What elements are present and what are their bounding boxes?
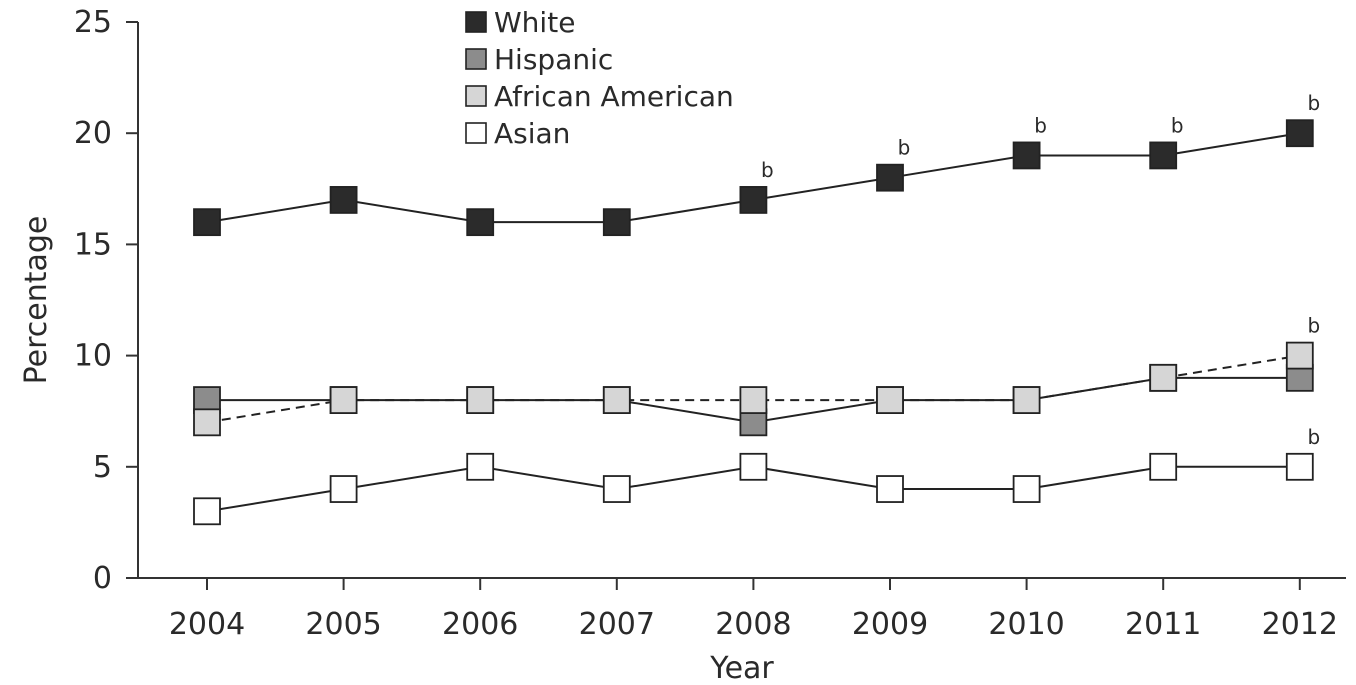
- y-tick-label: 5: [93, 450, 112, 485]
- white-point: [876, 163, 904, 192]
- x-tick-label: 2010: [988, 607, 1064, 642]
- x-tick-label: 2006: [442, 607, 518, 642]
- african-american-point: [193, 408, 221, 437]
- asian-point: [329, 475, 358, 503]
- white-point: [1149, 141, 1178, 170]
- asian-point: [1149, 452, 1178, 481]
- asian-point: [193, 497, 221, 526]
- y-tick-label: 10: [74, 339, 112, 374]
- y-ticks: 0 5 10 15 20 25: [74, 5, 138, 596]
- asian-point: [602, 475, 631, 503]
- y-tick-label: 15: [74, 227, 112, 262]
- axes: [137, 22, 1346, 579]
- x-axis-title: Year: [709, 651, 774, 685]
- legend-label-african-american: African American: [494, 80, 734, 113]
- significance-marker: b: [1171, 113, 1184, 137]
- x-tick-label: 2011: [1125, 607, 1201, 642]
- white-point: [329, 186, 358, 214]
- legend-label-hispanic: Hispanic: [494, 43, 613, 76]
- asian-point: [876, 475, 904, 503]
- white-point: [1285, 119, 1314, 148]
- african-american-point: [739, 386, 768, 414]
- x-tick-label: 2005: [305, 607, 381, 642]
- legend: White Hispanic African American Asian: [465, 6, 734, 150]
- legend-swatch-african-american: [465, 85, 487, 107]
- significance-marker: b: [1034, 113, 1047, 137]
- african-american-point: [876, 386, 904, 414]
- y-tick-label: 20: [74, 116, 112, 151]
- series-markers: [193, 119, 1314, 526]
- legend-swatch-asian: [465, 122, 487, 144]
- annotations: b b b b b b b: [761, 91, 1320, 449]
- significance-marker: b: [1307, 314, 1320, 338]
- legend-label-asian: Asian: [494, 117, 570, 150]
- white-point: [602, 208, 631, 237]
- white-point: [193, 208, 221, 237]
- x-tick-label: 2004: [169, 607, 245, 642]
- african-american-point: [1285, 341, 1314, 370]
- significance-marker: b: [1307, 91, 1320, 115]
- x-tick-label: 2012: [1262, 607, 1338, 642]
- x-tick-label: 2007: [579, 607, 655, 642]
- significance-marker: b: [898, 136, 911, 160]
- x-ticks: 2004 2005 2006 2007 2008 2009 2010 2011 2012: [169, 578, 1338, 642]
- y-tick-label: 25: [74, 5, 112, 40]
- african-american-point: [1012, 386, 1041, 414]
- african-american-point: [329, 386, 358, 414]
- y-axis-title: Percentage: [19, 216, 54, 385]
- legend-swatch-white: [465, 11, 487, 33]
- asian-point: [1285, 452, 1314, 481]
- african-american-point: [602, 386, 631, 414]
- y-tick-label: 0: [93, 561, 112, 596]
- african-american-point: [466, 386, 495, 414]
- legend-swatch-hispanic: [465, 48, 487, 70]
- x-tick-label: 2008: [715, 607, 791, 642]
- white-point: [1012, 141, 1041, 170]
- white-point: [466, 208, 495, 237]
- asian-point: [739, 452, 768, 481]
- asian-point: [1012, 475, 1041, 503]
- white-point: [739, 186, 768, 214]
- legend-label-white: White: [494, 6, 575, 39]
- x-tick-label: 2009: [852, 607, 928, 642]
- asian-point: [466, 452, 495, 481]
- african-american-point: [1149, 363, 1178, 392]
- significance-marker: b: [761, 158, 774, 182]
- significance-marker: b: [1307, 425, 1320, 449]
